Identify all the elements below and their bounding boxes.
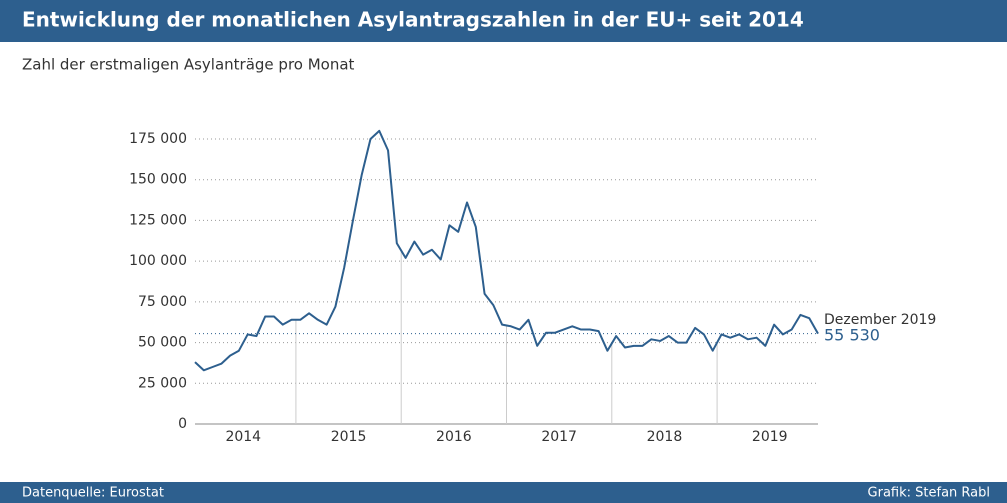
x-tick-label: 2017 [541, 429, 577, 445]
x-tick-label: 2018 [647, 429, 683, 445]
x-tick-label: 2016 [436, 429, 472, 445]
chart-subtitle: Zahl der erstmaligen Asylanträge pro Mon… [22, 56, 355, 74]
y-tick-label: 175 000 [129, 131, 187, 147]
credit: Grafik: Stefan Rabl [868, 486, 990, 501]
header-bar [0, 0, 1007, 42]
source: Datenquelle: Eurostat [22, 486, 164, 501]
chart-title: Entwicklung der monatlichen Asylantragsz… [22, 8, 804, 32]
y-tick-label: 100 000 [129, 253, 187, 269]
value-label: 55 530 [824, 326, 880, 345]
y-tick-label: 25 000 [138, 375, 187, 391]
y-tick-label: 75 000 [138, 294, 187, 310]
y-tick-label: 0 [178, 416, 187, 432]
footer-bar [0, 482, 1007, 503]
series-line [194, 129, 819, 372]
x-tick-label: 2019 [752, 429, 788, 445]
y-tick-label: 125 000 [129, 212, 187, 228]
x-tick-label: 2015 [331, 429, 367, 445]
annotation: Dezember 2019 [824, 312, 936, 328]
x-tick-label: 2014 [225, 429, 261, 445]
y-tick-label: 150 000 [129, 172, 187, 188]
y-tick-label: 50 000 [138, 335, 187, 351]
